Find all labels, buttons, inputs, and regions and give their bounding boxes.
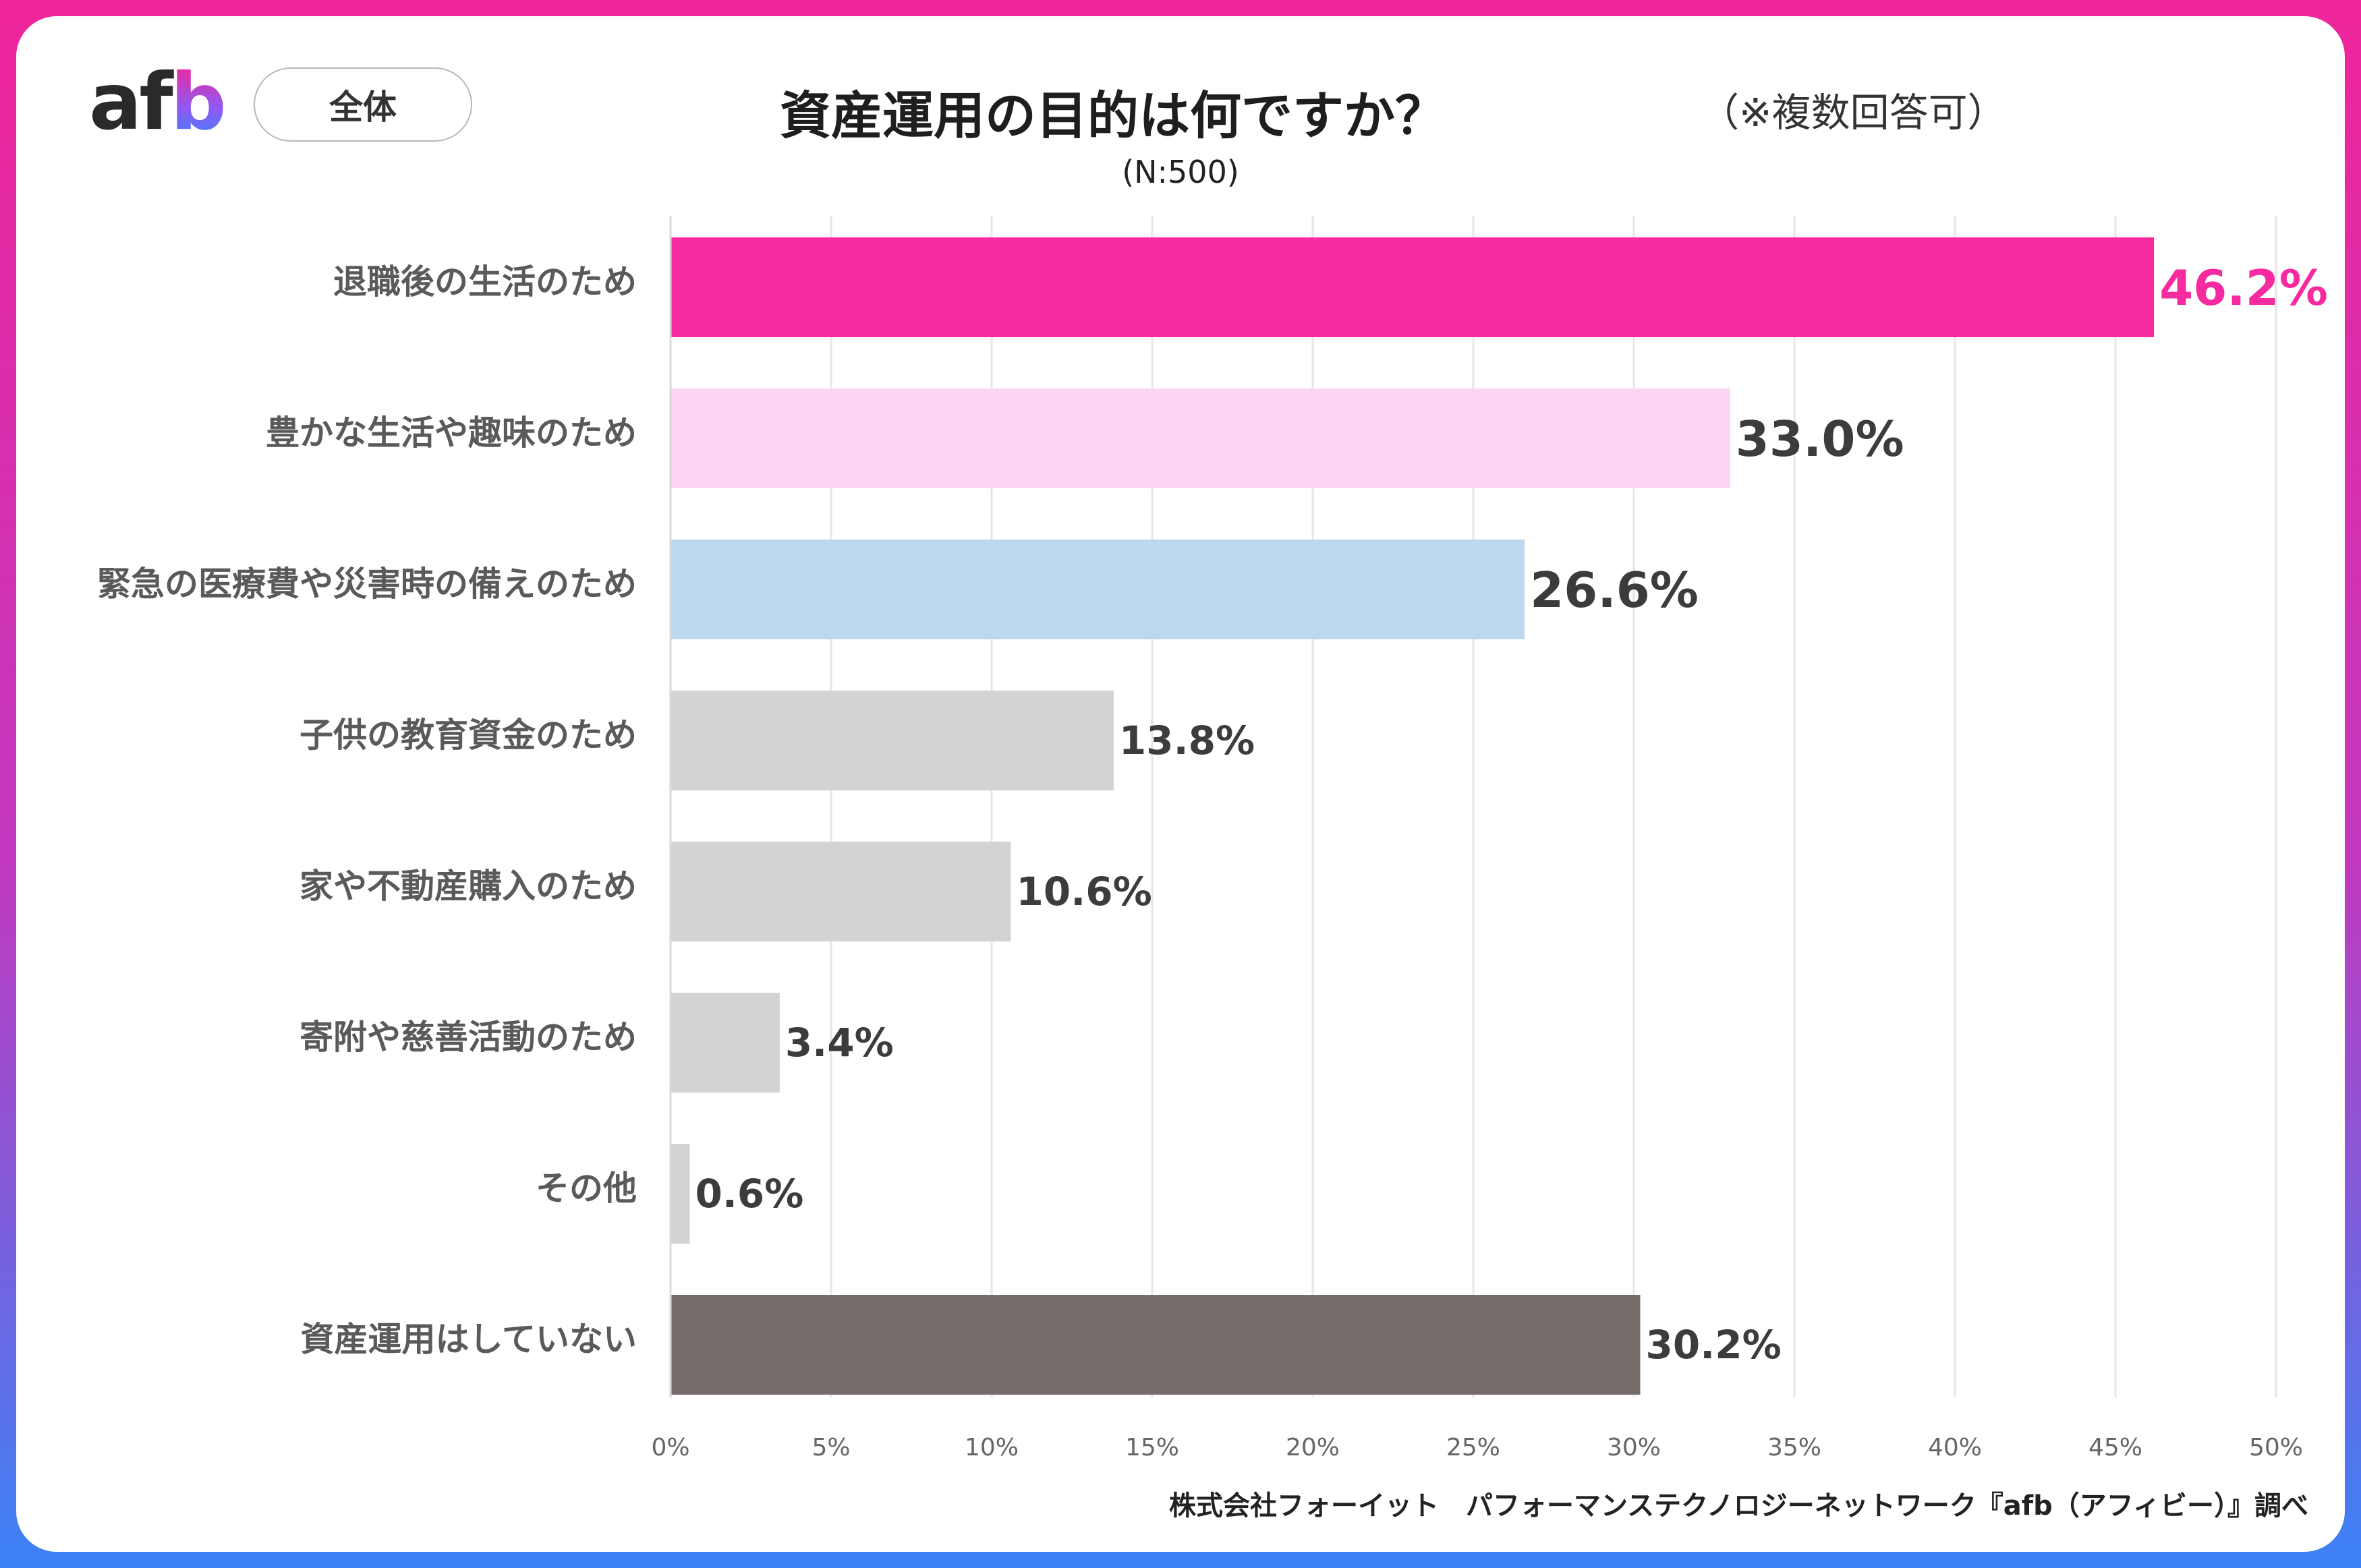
x-tick-label: 15% — [1125, 1434, 1179, 1461]
category-label: その他 — [536, 1169, 637, 1208]
x-tick-label: 25% — [1446, 1434, 1500, 1461]
x-tick-label: 20% — [1286, 1434, 1340, 1461]
value-label: 10.6% — [1017, 869, 1152, 914]
x-tick-label: 5% — [812, 1434, 850, 1461]
value-label: 46.2% — [2159, 260, 2328, 316]
bar — [671, 237, 2155, 337]
x-tick-label: 10% — [965, 1434, 1019, 1461]
x-tick-label: 50% — [2249, 1434, 2303, 1461]
source-footer: 株式会社フォーイット パフォーマンステクノロジーネットワーク『afb（アフィビー… — [1168, 1490, 2308, 1521]
category-label: 寄附や慈善活動のため — [300, 1018, 637, 1057]
value-label: 13.8% — [1119, 718, 1255, 763]
category-label: 子供の教育資金のため — [300, 716, 637, 755]
multiple-answer-note: （※複数回答可） — [1700, 90, 2007, 136]
value-label: 33.0% — [1736, 411, 1904, 467]
segment-pill: 全体 — [254, 67, 472, 142]
x-tick-label: 0% — [651, 1434, 689, 1461]
value-label: 3.4% — [785, 1020, 894, 1066]
category-label: 資産運用はしていない — [300, 1320, 637, 1359]
bar — [671, 993, 780, 1093]
category-label: 豊かな生活や趣味のため — [266, 413, 637, 453]
value-label: 26.6% — [1530, 562, 1699, 618]
value-label: 30.2% — [1646, 1322, 1782, 1368]
bar — [671, 1295, 1641, 1395]
afb-logo: afb — [89, 57, 227, 148]
x-tick-label: 40% — [1928, 1434, 1982, 1461]
bar — [671, 540, 1525, 639]
chart-title: 資産運用の目的は何ですか？ — [780, 86, 1446, 146]
bar — [671, 1144, 690, 1244]
bar — [671, 842, 1011, 941]
x-tick-label: 35% — [1767, 1434, 1821, 1461]
value-label: 0.6% — [695, 1171, 804, 1217]
x-tick-label: 45% — [2088, 1434, 2142, 1461]
category-label: 家や不動産購入のため — [300, 867, 637, 906]
category-label: 緊急の医療費や災害時の備えのため — [97, 564, 637, 604]
x-tick-label: 30% — [1607, 1434, 1661, 1461]
bar — [671, 691, 1114, 790]
bar — [671, 388, 1730, 488]
sample-size: (N:500) — [1122, 154, 1239, 190]
category-label: 退職後の生活のため — [333, 262, 637, 301]
